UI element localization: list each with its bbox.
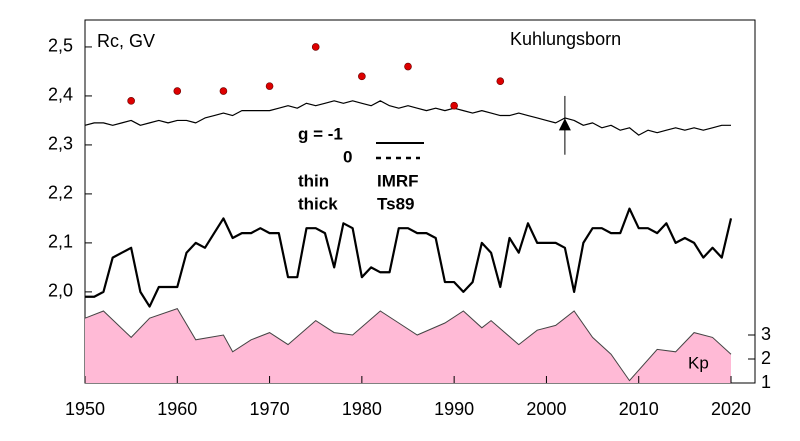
x-tick-label: 1990	[434, 399, 474, 419]
observation-point	[265, 82, 274, 90]
y-tick-label: 2,0	[48, 281, 73, 301]
legend-g0: 0	[343, 147, 352, 166]
y-tick-label: 2,2	[48, 183, 73, 203]
y-tick-label: 2,4	[48, 85, 73, 105]
y2-tick-label: 3	[761, 324, 771, 344]
observation-point	[496, 77, 505, 86]
x-tick-label: 1960	[157, 399, 197, 419]
x-tick-label: 1980	[342, 399, 382, 419]
observation-point	[127, 97, 135, 105]
x-tick-label: 1950	[65, 399, 105, 419]
y-tick-label: 2,5	[48, 36, 73, 56]
kp-label: Kp	[688, 353, 709, 372]
annotation: Kuhlungsborn	[510, 29, 621, 49]
observation-point	[173, 87, 182, 95]
y2-tick-label: 2	[761, 348, 771, 368]
observation-point	[404, 62, 412, 71]
observation-point	[358, 72, 366, 81]
y-axis-label: Rc, GV	[97, 31, 155, 51]
observation-point	[311, 43, 320, 51]
legend-thin-model: IMRF	[377, 171, 419, 190]
kp-edge	[84, 307, 732, 382]
kp-area	[85, 308, 732, 383]
series-line	[84, 100, 732, 136]
x-tick-label: 2010	[619, 399, 659, 419]
y2-tick-label: 1	[761, 372, 771, 392]
observation-point	[450, 101, 458, 110]
legend-g: g = -1	[298, 124, 343, 143]
x-tick-label: 2020	[711, 399, 751, 419]
x-tick-label: 1970	[250, 399, 290, 419]
y-tick-label: 2,3	[48, 134, 73, 154]
y-tick-label: 2,1	[48, 232, 73, 252]
legend-thin: thin	[298, 171, 329, 190]
legend-thick-model: Ts89	[377, 194, 415, 213]
triangle-marker	[558, 118, 571, 131]
observation-point	[219, 87, 228, 95]
series-line	[85, 207, 733, 308]
legend-thick: thick	[298, 194, 338, 213]
x-tick-label: 2000	[526, 399, 566, 419]
